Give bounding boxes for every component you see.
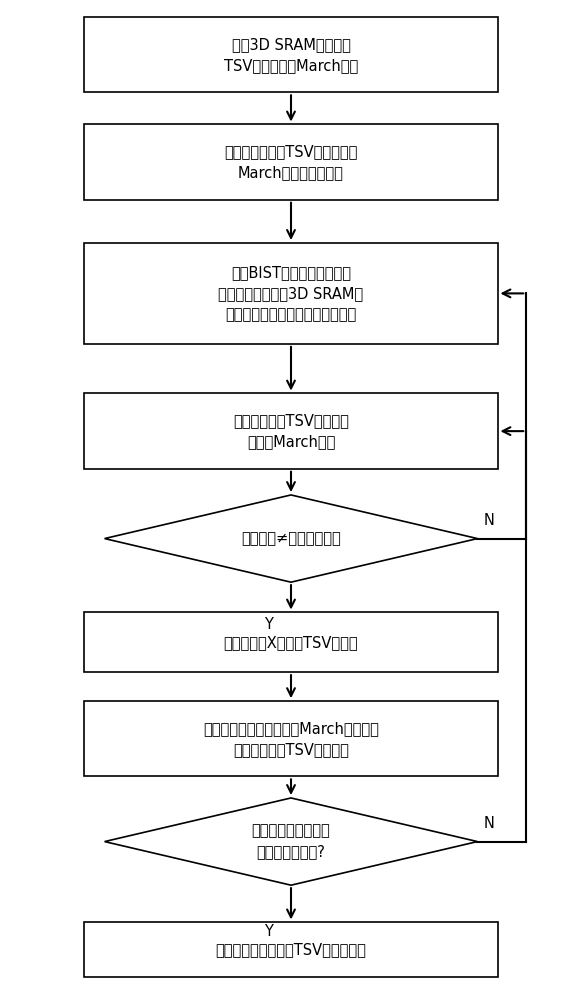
Bar xyxy=(84,124,498,200)
Bar xyxy=(84,701,498,776)
Text: 读取结果≠期望测试数据: 读取结果≠期望测试数据 xyxy=(241,531,341,546)
Bar xyxy=(84,922,498,977)
Text: 错误标识并记录当前执行March元素对应
的故障类型及TSV故障地址: 错误标识并记录当前执行March元素对应 的故障类型及TSV故障地址 xyxy=(203,721,379,757)
Text: 完成所有存储单元的
遍历式读写操作?: 完成所有存储单元的 遍历式读写操作? xyxy=(251,824,331,860)
Text: Y: Y xyxy=(264,617,272,632)
Text: 执行到某一种TSV开路故障
对应的March元素: 执行到某一种TSV开路故障 对应的March元素 xyxy=(233,413,349,449)
Bar xyxy=(84,243,498,344)
Bar xyxy=(84,612,498,672)
Bar xyxy=(84,17,498,92)
Text: Y: Y xyxy=(264,924,272,939)
Polygon shape xyxy=(105,798,477,885)
Text: 确定3D SRAM中每一种
TSV开路故障的March元素: 确定3D SRAM中每一种 TSV开路故障的March元素 xyxy=(224,37,358,73)
Polygon shape xyxy=(105,495,477,582)
Text: 输出所有发生故障的TSV的故障信息: 输出所有发生故障的TSV的故障信息 xyxy=(215,942,367,957)
Text: 与测试地址X相连的TSV有故障: 与测试地址X相连的TSV有故障 xyxy=(223,635,359,650)
Text: N: N xyxy=(483,513,494,528)
Text: N: N xyxy=(483,816,494,831)
Bar xyxy=(84,393,498,469)
Text: 通过BIST电路基于测试向量
从起始地址开始对3D SRAM的
所有存储单元进行遍历式读写操作: 通过BIST电路基于测试向量 从起始地址开始对3D SRAM的 所有存储单元进行… xyxy=(218,265,364,322)
Text: 生成包含每一种TSV开路故障的
March元素的测试向量: 生成包含每一种TSV开路故障的 March元素的测试向量 xyxy=(224,144,358,180)
